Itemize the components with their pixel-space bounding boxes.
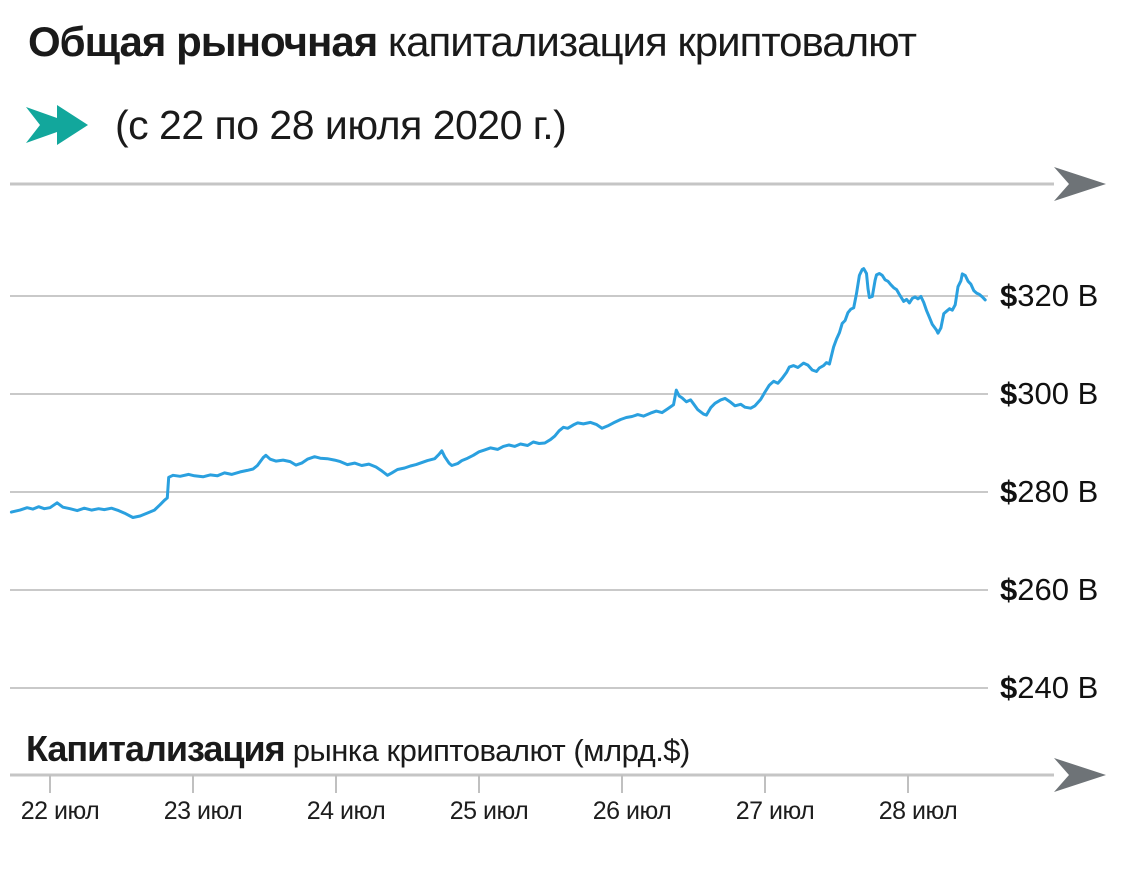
y-axis-label: $240 B bbox=[1000, 670, 1099, 705]
x-axis-label: 24 июл bbox=[306, 797, 386, 825]
date-range-subtitle: (с 22 по 28 июля 2020 г.) bbox=[115, 101, 567, 148]
y-axis-label: $260 B bbox=[1000, 572, 1099, 607]
x-axis-label: 23 июл bbox=[163, 797, 243, 825]
y-axis-label: $320 B bbox=[1000, 278, 1099, 313]
teal-arrow-icon bbox=[26, 105, 88, 145]
marketcap-data-line bbox=[9, 267, 987, 519]
top-divider-arrowhead-icon bbox=[1054, 167, 1106, 201]
dollar-sign: $ bbox=[1000, 278, 1018, 313]
dollar-sign: $ bbox=[1000, 670, 1018, 705]
x-axis-label: 28 июл bbox=[878, 797, 958, 825]
x-axis-title-rest: рынка криптовалют (млрд.$) bbox=[284, 733, 691, 768]
y-axis-label: $300 B bbox=[1000, 376, 1099, 411]
x-axis-arrowhead-icon bbox=[1054, 758, 1106, 792]
dollar-sign: $ bbox=[1000, 474, 1018, 509]
y-axis-label: $280 B bbox=[1000, 474, 1099, 509]
page-title: Общая рыночная капитализация криптовалют bbox=[28, 16, 917, 68]
page-title-rest: капитализация криптовалют bbox=[377, 18, 917, 65]
x-axis-title: Капитализация рынка криптовалют (млрд.$) bbox=[26, 728, 690, 770]
subtitle-row: (с 22 по 28 июля 2020 г.) bbox=[25, 100, 567, 150]
x-axis-title-bold: Капитализация bbox=[26, 728, 286, 769]
dollar-sign: $ bbox=[1000, 376, 1018, 411]
x-axis-label: 27 июл bbox=[735, 797, 815, 825]
x-axis-label: 25 июл bbox=[449, 797, 529, 825]
x-axis-label: 22 июл bbox=[20, 797, 100, 825]
x-axis-label: 26 июл bbox=[592, 797, 672, 825]
dollar-sign: $ bbox=[1000, 572, 1018, 607]
page-title-bold: Общая рыночная bbox=[28, 18, 378, 65]
